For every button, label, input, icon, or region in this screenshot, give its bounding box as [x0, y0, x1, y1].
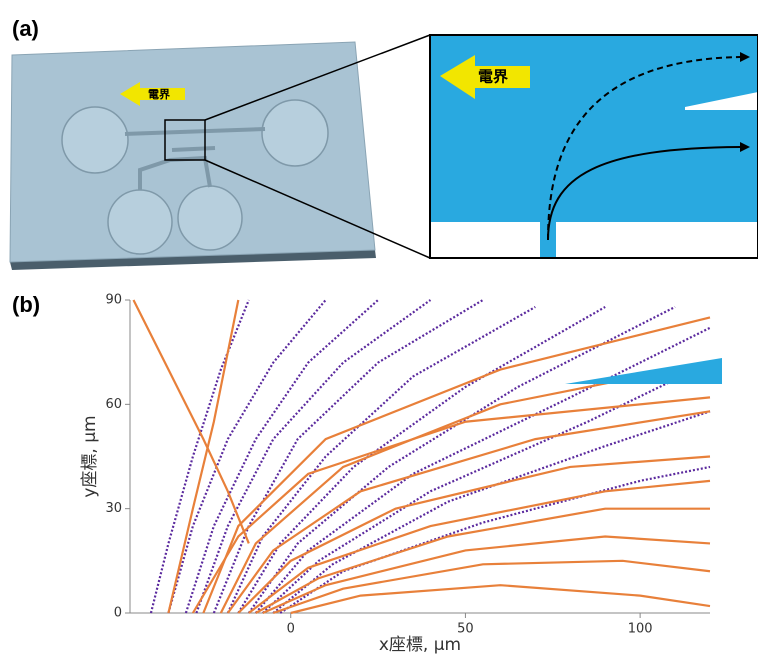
trajectory-dotted — [279, 465, 711, 614]
trajectory — [290, 584, 711, 615]
trajectory-dotted — [195, 299, 432, 614]
trajectory-dotted — [272, 410, 711, 614]
panel-label: (a) — [12, 16, 39, 41]
channel-wall — [565, 358, 722, 384]
y-tick-label: 60 — [105, 397, 122, 412]
trajectory — [167, 299, 240, 614]
trajectory — [272, 559, 711, 615]
plot: 0 50 100 0 30 60 90 x座標, μm y座標, μm — [80, 293, 711, 655]
y-tick-label: 90 — [105, 293, 122, 308]
trajectory — [237, 455, 711, 614]
x-tick-label: 50 — [457, 622, 474, 637]
panel-label: (b) — [12, 292, 40, 317]
x-tick-label: 0 — [287, 622, 295, 637]
trajectory — [262, 535, 711, 615]
trajectory-dotted — [254, 326, 711, 614]
trajectory — [132, 299, 250, 544]
y-axis-label: y座標, μm — [80, 415, 100, 497]
trajectory-dotted — [212, 299, 484, 614]
trajectory-dotted — [167, 299, 327, 614]
trajectory-dotted — [247, 305, 676, 614]
y-tick-label: 30 — [105, 501, 122, 516]
chip: 電界 — [9, 34, 431, 270]
y-tick-label: 0 — [114, 606, 122, 621]
x-tick-label: 100 — [628, 622, 653, 637]
trajectory — [226, 410, 711, 614]
trajectory-dotted — [226, 305, 536, 614]
trajectory-dotted — [184, 299, 379, 614]
trajectory — [219, 361, 711, 614]
field-label: 電界 — [148, 88, 170, 101]
trajectory — [191, 396, 711, 614]
trajectory — [248, 479, 711, 614]
x-axis-label: x座標, μm — [379, 635, 461, 655]
field-label: 電界 — [478, 68, 508, 86]
zoom-view: 電界 — [429, 34, 758, 259]
trajectory-dotted — [237, 306, 606, 614]
trajectory-dotted — [262, 361, 711, 614]
trajectory — [255, 507, 710, 614]
